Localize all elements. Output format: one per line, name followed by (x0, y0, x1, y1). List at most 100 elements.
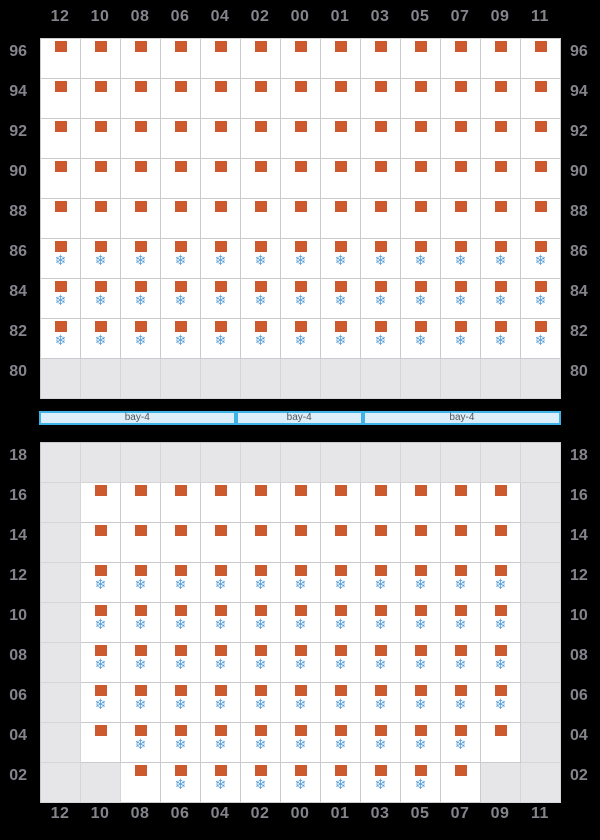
slot-16-05[interactable] (401, 483, 441, 523)
slot-12-10[interactable]: ❄ (81, 563, 121, 603)
slot-96-10[interactable] (81, 39, 121, 79)
slot-96-09[interactable] (481, 39, 521, 79)
slot-02-02[interactable]: ❄ (241, 763, 281, 803)
slot-02-08[interactable] (121, 763, 161, 803)
slot-12-07[interactable]: ❄ (441, 563, 481, 603)
slot-90-12[interactable] (41, 159, 81, 199)
slot-86-12[interactable]: ❄ (41, 239, 81, 279)
slot-92-04[interactable] (201, 119, 241, 159)
slot-10-04[interactable]: ❄ (201, 603, 241, 643)
slot-08-04[interactable]: ❄ (201, 643, 241, 683)
slot-84-11[interactable]: ❄ (521, 279, 561, 319)
slot-84-05[interactable]: ❄ (401, 279, 441, 319)
slot-96-08[interactable] (121, 39, 161, 79)
slot-14-09[interactable] (481, 523, 521, 563)
slot-96-04[interactable] (201, 39, 241, 79)
slot-06-00[interactable]: ❄ (281, 683, 321, 723)
slot-94-00[interactable] (281, 79, 321, 119)
slot-08-01[interactable]: ❄ (321, 643, 361, 683)
slot-94-05[interactable] (401, 79, 441, 119)
slot-16-07[interactable] (441, 483, 481, 523)
slot-12-08[interactable]: ❄ (121, 563, 161, 603)
slot-16-01[interactable] (321, 483, 361, 523)
slot-88-11[interactable] (521, 199, 561, 239)
slot-82-02[interactable]: ❄ (241, 319, 281, 359)
slot-84-02[interactable]: ❄ (241, 279, 281, 319)
slot-92-01[interactable] (321, 119, 361, 159)
slot-14-07[interactable] (441, 523, 481, 563)
slot-94-12[interactable] (41, 79, 81, 119)
slot-16-06[interactable] (161, 483, 201, 523)
slot-96-01[interactable] (321, 39, 361, 79)
slot-14-04[interactable] (201, 523, 241, 563)
slot-88-07[interactable] (441, 199, 481, 239)
slot-88-12[interactable] (41, 199, 81, 239)
slot-90-08[interactable] (121, 159, 161, 199)
slot-86-04[interactable]: ❄ (201, 239, 241, 279)
slot-88-03[interactable] (361, 199, 401, 239)
slot-02-05[interactable]: ❄ (401, 763, 441, 803)
slot-14-03[interactable] (361, 523, 401, 563)
slot-82-06[interactable]: ❄ (161, 319, 201, 359)
slot-92-12[interactable] (41, 119, 81, 159)
slot-88-00[interactable] (281, 199, 321, 239)
slot-92-07[interactable] (441, 119, 481, 159)
bay-segment-2[interactable]: bay-4 (233, 413, 361, 423)
slot-84-01[interactable]: ❄ (321, 279, 361, 319)
slot-04-10[interactable] (81, 723, 121, 763)
slot-96-02[interactable] (241, 39, 281, 79)
slot-94-01[interactable] (321, 79, 361, 119)
slot-90-09[interactable] (481, 159, 521, 199)
slot-14-01[interactable] (321, 523, 361, 563)
slot-94-09[interactable] (481, 79, 521, 119)
slot-84-07[interactable]: ❄ (441, 279, 481, 319)
slot-90-03[interactable] (361, 159, 401, 199)
slot-94-07[interactable] (441, 79, 481, 119)
slot-88-06[interactable] (161, 199, 201, 239)
slot-96-03[interactable] (361, 39, 401, 79)
slot-04-03[interactable]: ❄ (361, 723, 401, 763)
slot-04-09[interactable] (481, 723, 521, 763)
slot-10-10[interactable]: ❄ (81, 603, 121, 643)
slot-12-01[interactable]: ❄ (321, 563, 361, 603)
slot-12-06[interactable]: ❄ (161, 563, 201, 603)
slot-94-04[interactable] (201, 79, 241, 119)
slot-92-10[interactable] (81, 119, 121, 159)
slot-02-07[interactable] (441, 763, 481, 803)
slot-90-10[interactable] (81, 159, 121, 199)
slot-10-02[interactable]: ❄ (241, 603, 281, 643)
slot-06-07[interactable]: ❄ (441, 683, 481, 723)
slot-02-06[interactable]: ❄ (161, 763, 201, 803)
slot-16-09[interactable] (481, 483, 521, 523)
slot-90-06[interactable] (161, 159, 201, 199)
slot-96-06[interactable] (161, 39, 201, 79)
slot-94-06[interactable] (161, 79, 201, 119)
slot-92-05[interactable] (401, 119, 441, 159)
slot-84-10[interactable]: ❄ (81, 279, 121, 319)
slot-86-01[interactable]: ❄ (321, 239, 361, 279)
slot-08-10[interactable]: ❄ (81, 643, 121, 683)
slot-82-11[interactable]: ❄ (521, 319, 561, 359)
slot-82-09[interactable]: ❄ (481, 319, 521, 359)
slot-92-00[interactable] (281, 119, 321, 159)
slot-88-09[interactable] (481, 199, 521, 239)
slot-04-04[interactable]: ❄ (201, 723, 241, 763)
slot-08-07[interactable]: ❄ (441, 643, 481, 683)
slot-14-10[interactable] (81, 523, 121, 563)
slot-82-01[interactable]: ❄ (321, 319, 361, 359)
slot-14-00[interactable] (281, 523, 321, 563)
slot-90-02[interactable] (241, 159, 281, 199)
slot-12-03[interactable]: ❄ (361, 563, 401, 603)
slot-82-12[interactable]: ❄ (41, 319, 81, 359)
slot-84-03[interactable]: ❄ (361, 279, 401, 319)
slot-94-08[interactable] (121, 79, 161, 119)
slot-14-02[interactable] (241, 523, 281, 563)
slot-96-00[interactable] (281, 39, 321, 79)
slot-94-02[interactable] (241, 79, 281, 119)
slot-04-05[interactable]: ❄ (401, 723, 441, 763)
slot-84-06[interactable]: ❄ (161, 279, 201, 319)
slot-04-00[interactable]: ❄ (281, 723, 321, 763)
slot-06-09[interactable]: ❄ (481, 683, 521, 723)
slot-82-00[interactable]: ❄ (281, 319, 321, 359)
slot-92-03[interactable] (361, 119, 401, 159)
